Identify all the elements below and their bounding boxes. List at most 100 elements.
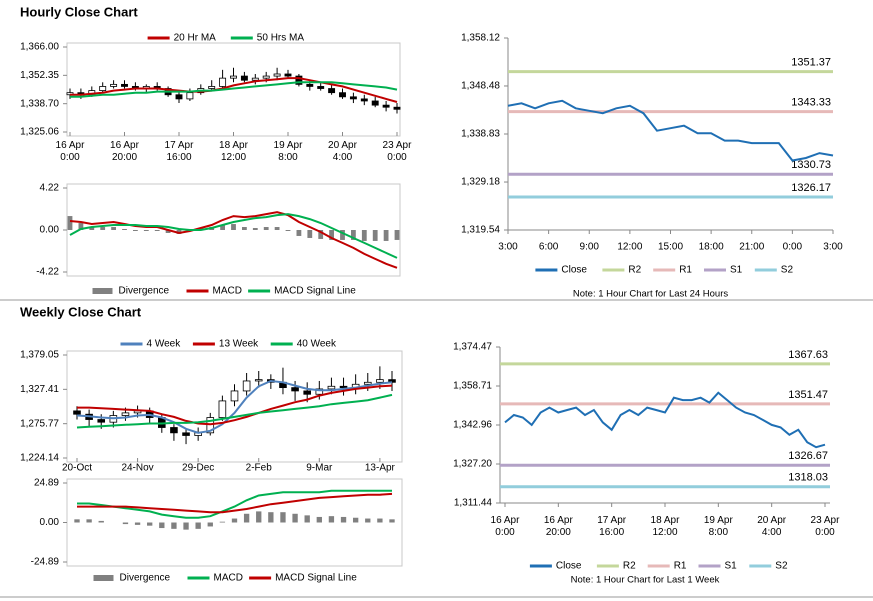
divergence-bar bbox=[285, 230, 291, 231]
section-title: Hourly Close Chart bbox=[20, 4, 138, 19]
divergence-bar bbox=[383, 230, 389, 241]
divergence-bar bbox=[296, 230, 302, 236]
candle-body bbox=[97, 419, 106, 423]
candle-body bbox=[371, 100, 379, 106]
close-line bbox=[507, 99, 834, 162]
macd-line bbox=[77, 489, 392, 519]
level-label: 1318.03 bbox=[788, 472, 828, 484]
divergence-bar bbox=[111, 227, 116, 230]
level-label: 1326.17 bbox=[791, 182, 831, 194]
candle-body bbox=[230, 390, 239, 402]
legend-swatch bbox=[92, 288, 113, 294]
candle-body bbox=[262, 75, 270, 79]
x-tick-label: 16 Apr 20:00 bbox=[110, 140, 140, 163]
y-tick-label: 1,325.06 bbox=[20, 127, 59, 138]
divergence-bar bbox=[274, 227, 280, 230]
x-tick-label: 20-Oct bbox=[62, 463, 92, 474]
section-title: Weekly Close Chart bbox=[20, 304, 142, 319]
candle-body bbox=[121, 83, 128, 87]
ma-line bbox=[76, 379, 393, 434]
legend-label: Close bbox=[561, 265, 587, 276]
candle-body bbox=[363, 381, 372, 385]
divergence-bar bbox=[292, 513, 298, 523]
ma-line bbox=[76, 393, 393, 429]
divergence-bar bbox=[78, 223, 84, 230]
level-label: 1367.63 bbox=[788, 349, 828, 361]
divergence-bar bbox=[195, 522, 201, 529]
legend-label: S2 bbox=[781, 265, 794, 276]
divergence-bar bbox=[219, 521, 226, 523]
plot-frame bbox=[66, 350, 403, 463]
divergence-bar bbox=[231, 224, 236, 230]
x-tick-label: 16 Apr 20:00 bbox=[544, 515, 574, 538]
divergence-bar bbox=[365, 518, 371, 523]
legend-label: 50 Hrs MA bbox=[257, 33, 305, 44]
divergence-bar bbox=[133, 230, 138, 231]
x-tick-label: 0:00 bbox=[783, 242, 803, 253]
y-tick-label: 1,311.44 bbox=[454, 498, 493, 509]
y-tick-label: 1,319.54 bbox=[461, 225, 500, 236]
y-tick-label: -4.22 bbox=[36, 267, 59, 278]
divergence-bar bbox=[307, 230, 313, 238]
y-tick-label: 24.89 bbox=[34, 478, 59, 489]
chart-note: Note: 1 Hour Chart for Last 1 Week bbox=[571, 575, 720, 586]
divergence-bar bbox=[316, 516, 322, 523]
divergence-bar bbox=[171, 522, 177, 529]
candle-body bbox=[242, 380, 251, 392]
legend-label: 40 Week bbox=[297, 339, 337, 350]
divergence-bar bbox=[340, 516, 347, 523]
candle-body bbox=[360, 98, 368, 102]
candle-body bbox=[273, 73, 281, 77]
divergence-bar bbox=[256, 511, 262, 523]
legend-label: R1 bbox=[679, 265, 692, 276]
candle-body bbox=[295, 75, 303, 85]
divergence-bar bbox=[243, 513, 250, 523]
x-tick-label: 18 Apr 12:00 bbox=[651, 515, 681, 538]
divergence-bar bbox=[263, 227, 269, 230]
y-tick-label: 1,275.77 bbox=[20, 418, 59, 429]
y-tick-label: 1,224.14 bbox=[20, 453, 59, 464]
y-tick-label: 1,358.71 bbox=[453, 381, 492, 392]
x-tick-label: 23 Apr 0:00 bbox=[811, 515, 841, 538]
candle-body bbox=[376, 379, 384, 383]
divergence-bar bbox=[220, 225, 225, 230]
y-tick-label: 0.00 bbox=[40, 517, 60, 528]
ma-line bbox=[77, 384, 393, 426]
divergence-bar bbox=[361, 230, 367, 241]
legend-label: Divergence bbox=[120, 573, 171, 584]
candle-body bbox=[251, 77, 259, 81]
y-tick-label: 4.22 bbox=[40, 183, 60, 194]
candle-body bbox=[315, 388, 324, 395]
divergence-bar bbox=[67, 216, 73, 230]
divergence-bar bbox=[207, 522, 213, 527]
x-tick-label: 3:00 bbox=[823, 242, 843, 253]
y-tick-label: 1,329.18 bbox=[461, 177, 500, 188]
candle-body bbox=[339, 385, 348, 389]
candle-body bbox=[388, 379, 396, 383]
divergence-bar bbox=[100, 227, 106, 230]
legend-label: R2 bbox=[623, 561, 636, 572]
divergence-bar bbox=[252, 228, 258, 230]
x-tick-label: 18:00 bbox=[699, 242, 724, 253]
candle-body bbox=[73, 410, 81, 415]
candle-body bbox=[110, 83, 118, 87]
divergence-bar bbox=[89, 227, 95, 230]
y-tick-label: 0.00 bbox=[40, 225, 60, 236]
y-tick-label: 1,366.00 bbox=[20, 42, 59, 53]
divergence-bar bbox=[394, 230, 400, 240]
candle-body bbox=[254, 379, 263, 382]
level-label: 1351.47 bbox=[788, 389, 828, 401]
level-label: 1326.67 bbox=[788, 450, 828, 462]
divergence-bar bbox=[122, 229, 127, 230]
candle-body bbox=[317, 86, 325, 89]
divergence-bar bbox=[154, 230, 160, 231]
x-tick-label: 18 Apr 12:00 bbox=[219, 140, 249, 163]
divergence-bar bbox=[231, 518, 238, 523]
divergence-bar bbox=[377, 518, 383, 523]
divergence-bar bbox=[318, 230, 324, 239]
x-tick-label: 29-Dec bbox=[182, 463, 214, 474]
macd-line bbox=[77, 492, 393, 514]
y-tick-label: 1,327.41 bbox=[20, 384, 59, 395]
legend-label: MACD bbox=[213, 286, 242, 297]
divergence-bar bbox=[143, 230, 149, 231]
